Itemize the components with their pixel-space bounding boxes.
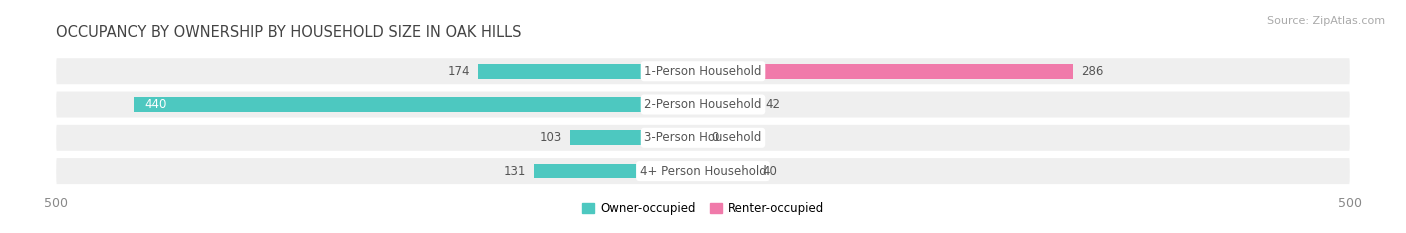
FancyBboxPatch shape bbox=[56, 125, 1350, 151]
Text: OCCUPANCY BY OWNERSHIP BY HOUSEHOLD SIZE IN OAK HILLS: OCCUPANCY BY OWNERSHIP BY HOUSEHOLD SIZE… bbox=[56, 25, 522, 40]
Bar bbox=[703, 97, 758, 112]
Text: 1-Person Household: 1-Person Household bbox=[644, 65, 762, 78]
Text: 103: 103 bbox=[540, 131, 562, 144]
Text: 131: 131 bbox=[503, 164, 526, 178]
Text: 440: 440 bbox=[145, 98, 166, 111]
Text: Source: ZipAtlas.com: Source: ZipAtlas.com bbox=[1267, 16, 1385, 26]
Text: 42: 42 bbox=[765, 98, 780, 111]
Text: 4+ Person Household: 4+ Person Household bbox=[640, 164, 766, 178]
Text: 286: 286 bbox=[1081, 65, 1104, 78]
Bar bbox=[533, 164, 703, 178]
Text: 40: 40 bbox=[762, 164, 778, 178]
FancyBboxPatch shape bbox=[56, 158, 1350, 184]
Bar bbox=[703, 64, 1073, 79]
Text: 174: 174 bbox=[447, 65, 470, 78]
Text: 0: 0 bbox=[711, 131, 718, 144]
Bar bbox=[478, 64, 703, 79]
Text: 2-Person Household: 2-Person Household bbox=[644, 98, 762, 111]
FancyBboxPatch shape bbox=[56, 92, 1350, 117]
Bar bbox=[134, 97, 703, 112]
Text: 3-Person Household: 3-Person Household bbox=[644, 131, 762, 144]
Bar bbox=[703, 164, 755, 178]
Legend: Owner-occupied, Renter-occupied: Owner-occupied, Renter-occupied bbox=[578, 198, 828, 220]
FancyBboxPatch shape bbox=[56, 58, 1350, 84]
Bar bbox=[569, 130, 703, 145]
